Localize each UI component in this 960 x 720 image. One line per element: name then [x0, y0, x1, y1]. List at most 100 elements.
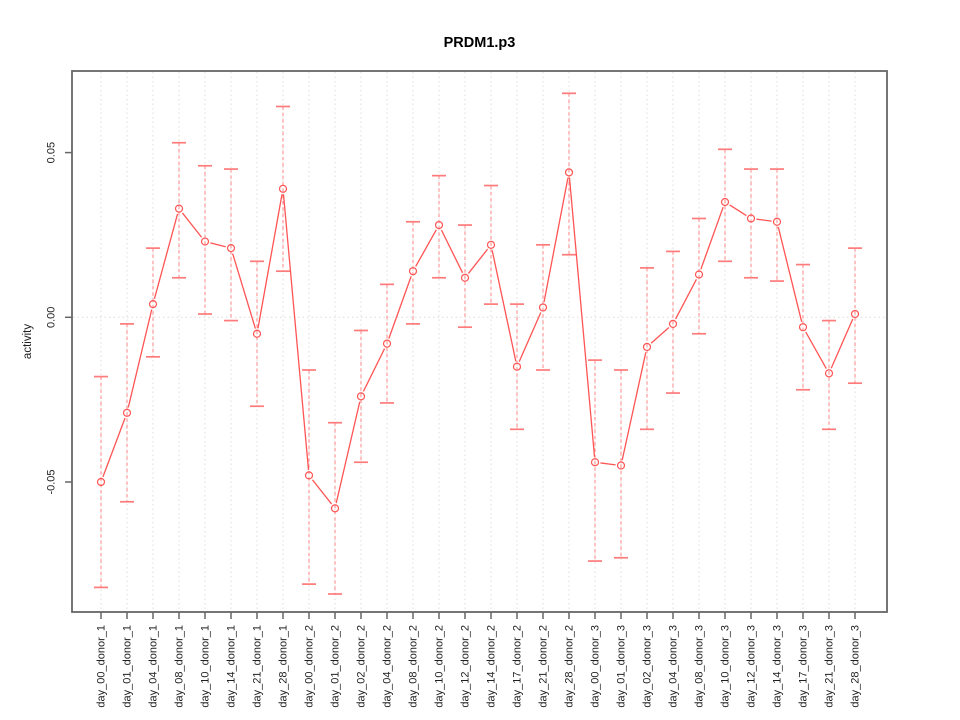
- data-point-circle: [538, 303, 548, 312]
- data-point-circle: [382, 339, 392, 348]
- error-bar-layer: [94, 92, 862, 595]
- x-tick-label: day_02_donor_2: [356, 625, 368, 708]
- data-point-layer: [96, 168, 860, 513]
- series-line-segment: [729, 204, 747, 217]
- x-tick-label: day_14_donor_3: [772, 625, 784, 708]
- series-line-segment: [674, 279, 698, 320]
- x-tick-label: day_17_donor_3: [798, 625, 810, 708]
- data-point-circle: [798, 323, 808, 332]
- x-tick-label: day_00_donor_2: [304, 625, 316, 708]
- y-tick-label: 0.05: [46, 142, 58, 163]
- series-line-segment: [181, 212, 203, 238]
- series-line-segment: [568, 177, 596, 457]
- data-point-circle: [304, 471, 314, 480]
- x-tick-label: day_12_donor_2: [460, 625, 472, 708]
- x-tick-label: day_14_donor_2: [486, 625, 498, 708]
- series-line-segment: [415, 229, 437, 267]
- series-line-segment: [700, 206, 724, 270]
- series-line-segment: [102, 417, 126, 478]
- data-point-circle: [512, 362, 522, 371]
- data-point-circle: [642, 342, 652, 352]
- series-line-segment: [362, 348, 386, 392]
- series-line-segment: [440, 229, 464, 274]
- series-line-segment: [756, 218, 772, 222]
- series-line-segment: [153, 213, 179, 299]
- x-tick-label: day_17_donor_2: [512, 625, 524, 708]
- series-line-segment: [650, 327, 670, 344]
- data-point-circle: [278, 184, 288, 193]
- x-tick-label: day_04_donor_2: [382, 625, 394, 708]
- series-line-segment: [518, 312, 542, 362]
- x-tick-label: day_00_donor_1: [96, 625, 108, 708]
- y-tick-label: 0.00: [46, 307, 58, 328]
- data-point-circle: [122, 408, 132, 417]
- series-line-segment: [231, 253, 257, 329]
- x-tick-label: day_01_donor_3: [616, 625, 628, 708]
- data-point-circle: [252, 329, 262, 338]
- series-line-segment: [621, 352, 647, 461]
- data-point-circle: [824, 369, 834, 378]
- series-line-segment: [600, 462, 616, 466]
- y-tick-label: -0.05: [46, 469, 58, 494]
- data-point-circle: [460, 273, 470, 282]
- plot-title: PRDM1.p3: [444, 35, 516, 51]
- x-tick-label: day_02_donor_3: [642, 625, 654, 708]
- data-point-circle: [720, 197, 730, 207]
- data-point-circle: [434, 220, 444, 230]
- x-tick-label: day_12_donor_3: [746, 625, 758, 708]
- data-point-circle: [408, 267, 418, 276]
- x-tick-label: day_21_donor_3: [824, 625, 836, 708]
- series-line-segment: [467, 248, 489, 274]
- series-line-segment: [388, 276, 412, 339]
- data-point-circle: [694, 270, 704, 279]
- series-line-segment: [805, 331, 827, 369]
- data-point-circle: [486, 240, 496, 249]
- data-point-circle: [616, 461, 626, 470]
- x-tick-label: day_10_donor_3: [720, 625, 732, 708]
- x-tick-label: day_28_donor_3: [850, 625, 862, 708]
- y-axis-label: activity: [22, 324, 34, 359]
- series-line-layer: [102, 177, 854, 505]
- series-line-segment: [777, 226, 803, 322]
- grid-layer: [73, 72, 886, 611]
- x-tick-label: day_01_donor_2: [330, 625, 342, 708]
- plot-box: [71, 70, 888, 613]
- x-tick-label: day_21_donor_2: [538, 625, 550, 708]
- x-tick-label: day_04_donor_3: [668, 625, 680, 708]
- x-tick-label: day_28_donor_1: [278, 625, 290, 708]
- x-tick-label: day_28_donor_2: [564, 625, 576, 708]
- data-point-circle: [330, 504, 340, 513]
- series-line-segment: [543, 177, 569, 303]
- data-point-circle: [226, 244, 236, 253]
- series-line-segment: [127, 309, 153, 408]
- x-tick-label: day_08_donor_3: [694, 625, 706, 708]
- axis-layer: 0.05 0.00 -0.05 day_00_donor_1 day_01_donor_…: [46, 70, 888, 708]
- x-tick-label: day_01_donor_1: [122, 625, 134, 708]
- data-point-circle: [200, 237, 210, 246]
- x-tick-label: day_21_donor_1: [252, 625, 264, 708]
- data-point-circle: [850, 309, 860, 319]
- series-line-segment: [282, 194, 310, 470]
- x-tick-label: day_08_donor_1: [174, 625, 186, 708]
- data-point-circle: [148, 300, 158, 309]
- x-tick-label: day_00_donor_3: [590, 625, 602, 708]
- x-tick-label: day_14_donor_1: [226, 625, 238, 708]
- data-point-circle: [174, 204, 184, 213]
- data-point-circle: [668, 319, 678, 328]
- data-point-circle: [746, 214, 756, 223]
- x-tick-label: day_10_donor_1: [200, 625, 212, 708]
- series-line-segment: [257, 194, 283, 329]
- data-point-circle: [96, 477, 106, 487]
- series-line-segment: [210, 242, 226, 248]
- x-tick-label: day_10_donor_2: [434, 625, 446, 708]
- data-point-circle: [356, 392, 366, 401]
- data-point-circle: [772, 217, 782, 226]
- x-tick-label: day_04_donor_1: [148, 625, 160, 708]
- data-point-circle: [564, 168, 574, 177]
- x-tick-label: day_08_donor_2: [408, 625, 420, 708]
- series-line-segment: [311, 479, 333, 505]
- data-point-circle: [590, 458, 600, 467]
- series-line-segment: [830, 318, 854, 369]
- series-line-segment: [491, 250, 517, 362]
